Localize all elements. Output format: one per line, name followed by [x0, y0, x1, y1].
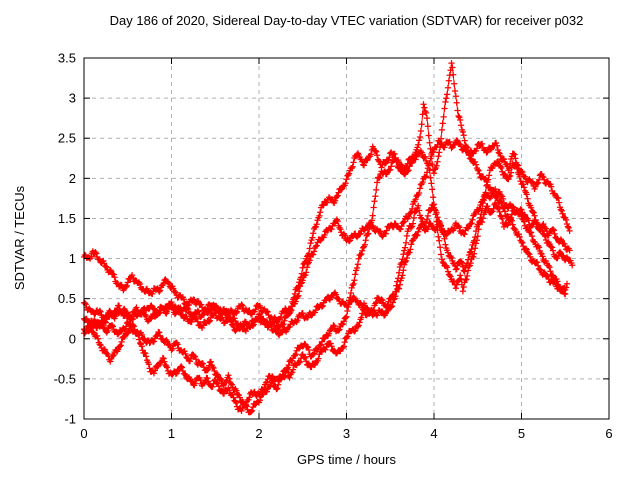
x-axis-label: GPS time / hours — [297, 452, 396, 467]
tick-label: 3.5 — [58, 51, 76, 66]
tick-label: 2 — [69, 171, 76, 186]
tick-label: 0.5 — [58, 291, 76, 306]
tick-label: 4 — [430, 426, 437, 441]
tick-label: 1 — [168, 426, 175, 441]
tick-label: 2.5 — [58, 131, 76, 146]
tick-label: 0 — [80, 426, 87, 441]
chart-title: Day 186 of 2020, Sidereal Day-to-day VTE… — [109, 13, 584, 28]
tick-label: 1.5 — [58, 211, 76, 226]
tick-label: 5 — [518, 426, 525, 441]
tick-label: 3 — [343, 426, 350, 441]
tick-label: 3 — [69, 91, 76, 106]
tick-label: 2 — [255, 426, 262, 441]
tick-label: -1 — [64, 412, 76, 427]
tick-label: 1 — [69, 251, 76, 266]
tick-label: 6 — [605, 426, 612, 441]
tick-label: -0.5 — [54, 371, 76, 386]
tick-label: 0 — [69, 331, 76, 346]
